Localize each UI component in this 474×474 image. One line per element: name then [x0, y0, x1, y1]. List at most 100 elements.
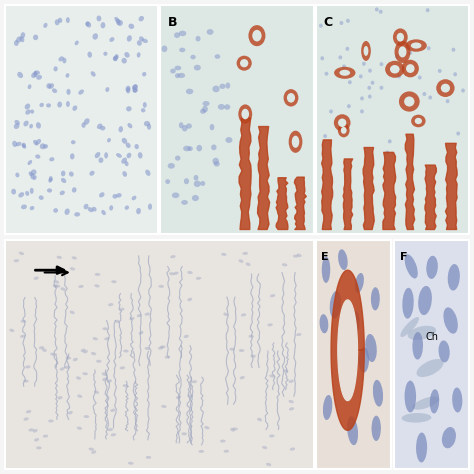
Ellipse shape	[92, 207, 97, 211]
Ellipse shape	[61, 171, 65, 176]
Ellipse shape	[72, 187, 77, 192]
Ellipse shape	[200, 109, 206, 114]
Ellipse shape	[165, 179, 170, 184]
Ellipse shape	[334, 114, 351, 131]
Ellipse shape	[397, 33, 404, 42]
Ellipse shape	[76, 376, 81, 380]
Ellipse shape	[426, 256, 438, 279]
Ellipse shape	[204, 426, 210, 429]
Ellipse shape	[96, 360, 101, 363]
Ellipse shape	[27, 84, 31, 89]
Ellipse shape	[30, 173, 35, 179]
Ellipse shape	[112, 194, 118, 199]
Ellipse shape	[322, 256, 330, 283]
Ellipse shape	[170, 255, 176, 258]
Ellipse shape	[218, 104, 225, 110]
Ellipse shape	[126, 143, 131, 148]
Ellipse shape	[28, 428, 34, 431]
Ellipse shape	[187, 298, 192, 301]
Ellipse shape	[418, 75, 422, 80]
Ellipse shape	[170, 69, 176, 73]
Ellipse shape	[43, 144, 48, 149]
Ellipse shape	[404, 96, 414, 107]
Ellipse shape	[248, 335, 254, 338]
Ellipse shape	[380, 86, 383, 90]
Ellipse shape	[174, 66, 181, 70]
Ellipse shape	[33, 140, 38, 146]
Ellipse shape	[109, 205, 113, 210]
Ellipse shape	[199, 450, 204, 453]
Ellipse shape	[12, 141, 17, 147]
Ellipse shape	[385, 61, 404, 78]
Ellipse shape	[161, 405, 167, 408]
Ellipse shape	[111, 433, 116, 437]
Ellipse shape	[123, 349, 128, 353]
Ellipse shape	[119, 366, 125, 369]
Ellipse shape	[456, 131, 460, 136]
Ellipse shape	[58, 56, 64, 62]
Ellipse shape	[270, 294, 275, 297]
Ellipse shape	[289, 131, 302, 153]
Ellipse shape	[346, 18, 350, 23]
Ellipse shape	[29, 124, 33, 128]
Ellipse shape	[92, 33, 98, 40]
Ellipse shape	[78, 285, 84, 288]
Ellipse shape	[452, 388, 462, 412]
Ellipse shape	[74, 212, 80, 217]
Ellipse shape	[364, 46, 368, 56]
Ellipse shape	[416, 432, 427, 463]
Ellipse shape	[84, 118, 90, 125]
Ellipse shape	[430, 389, 439, 413]
Ellipse shape	[214, 161, 220, 166]
Ellipse shape	[22, 143, 26, 148]
Ellipse shape	[70, 153, 74, 159]
Ellipse shape	[54, 66, 58, 72]
Ellipse shape	[368, 94, 372, 99]
Ellipse shape	[19, 252, 24, 255]
Ellipse shape	[242, 252, 248, 255]
Ellipse shape	[39, 346, 45, 349]
Ellipse shape	[64, 209, 70, 215]
Ellipse shape	[238, 104, 252, 124]
Ellipse shape	[82, 122, 86, 128]
Ellipse shape	[113, 55, 118, 61]
Ellipse shape	[91, 71, 96, 77]
Ellipse shape	[142, 39, 148, 43]
Ellipse shape	[26, 410, 31, 413]
Ellipse shape	[215, 54, 220, 59]
Ellipse shape	[46, 103, 51, 108]
Ellipse shape	[101, 210, 106, 215]
Ellipse shape	[99, 192, 105, 198]
Ellipse shape	[20, 335, 26, 338]
Ellipse shape	[49, 176, 53, 182]
Ellipse shape	[412, 332, 423, 360]
Ellipse shape	[128, 462, 134, 465]
Ellipse shape	[102, 373, 107, 376]
Ellipse shape	[362, 62, 366, 66]
Text: B: B	[168, 16, 177, 29]
Ellipse shape	[20, 320, 26, 323]
Ellipse shape	[126, 86, 130, 92]
Ellipse shape	[77, 394, 82, 398]
Ellipse shape	[296, 333, 301, 336]
Ellipse shape	[252, 30, 262, 41]
Ellipse shape	[25, 365, 31, 368]
Ellipse shape	[172, 192, 179, 198]
Ellipse shape	[83, 350, 88, 354]
Ellipse shape	[28, 172, 33, 176]
Ellipse shape	[262, 446, 267, 449]
Ellipse shape	[436, 79, 455, 97]
Ellipse shape	[168, 163, 175, 169]
Ellipse shape	[138, 331, 144, 335]
Ellipse shape	[371, 287, 380, 310]
Ellipse shape	[139, 36, 144, 41]
Ellipse shape	[39, 195, 44, 200]
Ellipse shape	[293, 255, 299, 258]
Ellipse shape	[411, 115, 426, 128]
Ellipse shape	[30, 206, 35, 210]
Ellipse shape	[266, 463, 271, 466]
Ellipse shape	[27, 160, 32, 165]
Ellipse shape	[417, 359, 444, 377]
Ellipse shape	[164, 356, 170, 359]
Text: E: E	[321, 252, 329, 262]
